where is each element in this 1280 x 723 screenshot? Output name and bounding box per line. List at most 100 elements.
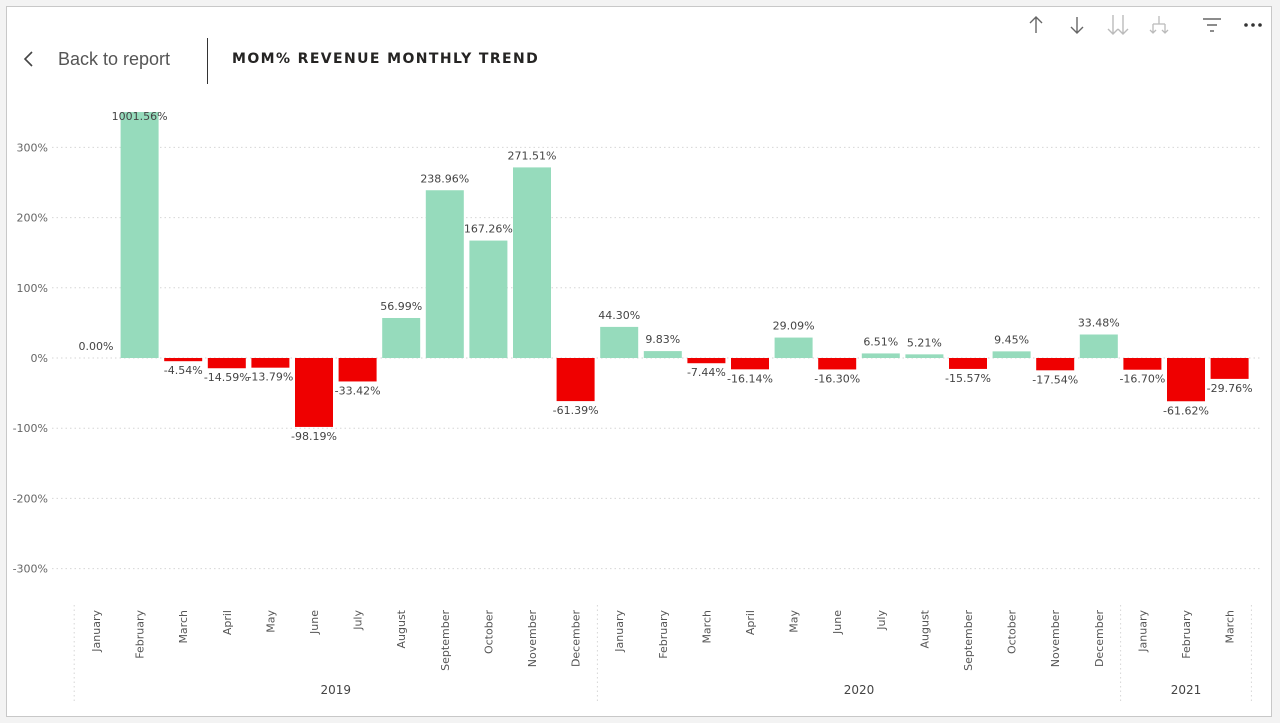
x-category-label: December: [570, 610, 583, 668]
bar: [295, 358, 333, 427]
bar: [425, 190, 464, 358]
data-label: 6.51%: [863, 335, 898, 348]
bar: [774, 337, 813, 358]
bar: [643, 351, 682, 358]
sort-descending-icon[interactable]: [1063, 10, 1091, 40]
data-label: 56.99%: [380, 300, 422, 313]
bar: [251, 358, 290, 368]
group-label: 2020: [844, 683, 875, 697]
y-tick-label: -200%: [13, 492, 48, 505]
sort-ascending-icon[interactable]: [1022, 10, 1050, 40]
data-label: 271.51%: [508, 149, 557, 162]
x-category-label: March: [1224, 610, 1237, 644]
group-label: 2019: [321, 683, 352, 697]
bar: [556, 358, 595, 402]
y-tick-label: 100%: [17, 282, 48, 295]
bar: [687, 358, 726, 364]
bar: [382, 317, 421, 358]
bar: [731, 358, 769, 370]
x-category-label: October: [482, 610, 495, 654]
drill-down-icon[interactable]: [1145, 10, 1173, 40]
x-category-label: November: [526, 610, 539, 668]
data-label: -29.76%: [1207, 382, 1253, 395]
data-label: -4.54%: [164, 364, 203, 377]
x-category-label: April: [744, 610, 757, 635]
group-label: 2021: [1171, 683, 1202, 697]
bar: [1079, 334, 1118, 358]
x-category-label: December: [1093, 610, 1106, 668]
data-label: 33.48%: [1078, 316, 1120, 329]
x-category-label: September: [962, 610, 975, 671]
bar: [905, 354, 944, 358]
more-options-icon[interactable]: [1239, 10, 1267, 40]
x-category-label: May: [264, 610, 277, 633]
data-label: -16.30%: [814, 372, 860, 385]
bar: [120, 112, 159, 358]
bar: [164, 358, 203, 362]
x-category-label: July: [875, 610, 888, 631]
bar: [338, 358, 377, 382]
filter-icon[interactable]: [1198, 10, 1226, 40]
x-category-label: March: [177, 610, 190, 644]
chevron-left-icon: [22, 49, 36, 69]
data-label: 167.26%: [464, 223, 513, 236]
x-category-label: October: [1006, 610, 1019, 654]
bar: [861, 353, 900, 358]
data-label: -15.57%: [945, 372, 991, 385]
header-divider: [207, 38, 208, 84]
data-label: 0.00%: [79, 340, 114, 353]
data-label: 29.09%: [773, 320, 815, 333]
data-label: -14.59%: [204, 371, 250, 384]
data-label: 1001.56%: [112, 110, 168, 123]
data-label: 9.83%: [645, 333, 680, 346]
y-tick-label: 0%: [31, 352, 48, 365]
data-label: -13.79%: [247, 371, 293, 384]
data-label: -7.44%: [687, 366, 726, 379]
x-category-label: February: [657, 610, 670, 659]
data-label: -98.19%: [291, 430, 337, 443]
x-category-label: January: [613, 610, 626, 653]
bar: [949, 358, 987, 369]
bar: [992, 351, 1031, 358]
data-label: 9.45%: [994, 333, 1029, 346]
data-label: -61.39%: [553, 404, 599, 417]
x-category-label: June: [831, 610, 844, 635]
data-label: 238.96%: [420, 172, 469, 185]
x-category-label: January: [1136, 610, 1149, 653]
bar: [1210, 358, 1249, 379]
data-label: 5.21%: [907, 336, 942, 349]
bar: [1036, 358, 1075, 371]
x-category-label: January: [90, 610, 103, 653]
data-label: -16.70%: [1119, 373, 1165, 386]
bar: [469, 240, 508, 358]
back-to-report-label: Back to report: [58, 48, 171, 69]
data-label: 44.30%: [598, 309, 640, 322]
bar: [513, 167, 551, 358]
x-category-label: June: [308, 610, 321, 635]
data-label: -33.42%: [335, 384, 381, 397]
bar: [1123, 358, 1162, 370]
data-label: -17.54%: [1032, 373, 1078, 386]
x-category-label: March: [700, 610, 713, 644]
x-category-label: September: [439, 610, 452, 671]
x-category-label: August: [918, 609, 931, 648]
x-category-label: November: [1049, 610, 1062, 668]
y-tick-label: -300%: [13, 563, 48, 576]
back-to-report-button[interactable]: Back to report: [22, 42, 170, 76]
bar: [818, 358, 857, 370]
x-category-label: July: [352, 610, 365, 631]
expand-all-icon[interactable]: [1104, 10, 1132, 40]
y-tick-label: 200%: [17, 212, 48, 225]
bar: [207, 358, 246, 369]
data-label: -61.62%: [1163, 404, 1209, 417]
chart-title: MOM% REVENUE MONTHLY TREND: [232, 51, 540, 67]
data-label: -16.14%: [727, 372, 773, 385]
y-tick-label: -100%: [13, 422, 48, 435]
y-tick-label: 300%: [17, 141, 48, 154]
x-category-label: April: [221, 610, 234, 635]
x-category-label: May: [788, 610, 801, 633]
x-category-label: February: [134, 610, 147, 659]
x-category-label: February: [1180, 610, 1193, 659]
x-category-label: August: [395, 609, 408, 648]
